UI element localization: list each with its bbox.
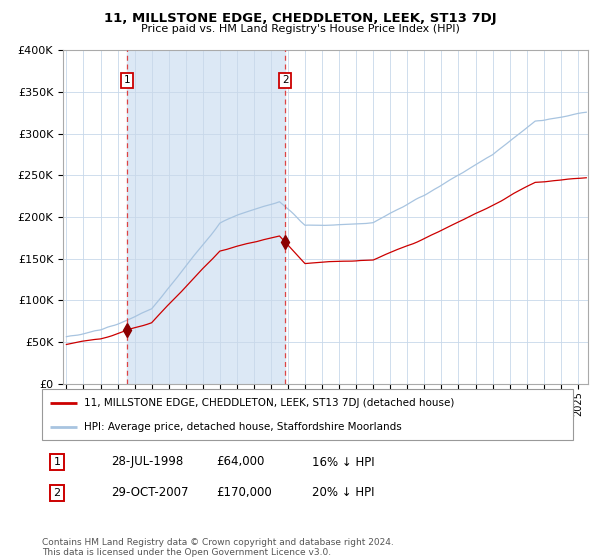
- Text: 16% ↓ HPI: 16% ↓ HPI: [312, 455, 374, 469]
- Bar: [127, 50, 285, 384]
- Text: 2: 2: [282, 76, 289, 85]
- Text: 28-JUL-1998: 28-JUL-1998: [111, 455, 183, 469]
- Text: Price paid vs. HM Land Registry's House Price Index (HPI): Price paid vs. HM Land Registry's House …: [140, 24, 460, 34]
- Text: 1: 1: [53, 457, 61, 467]
- Text: 1: 1: [124, 76, 131, 85]
- Text: HPI: Average price, detached house, Staffordshire Moorlands: HPI: Average price, detached house, Staf…: [85, 422, 402, 432]
- Text: 29-OCT-2007: 29-OCT-2007: [111, 486, 188, 500]
- Text: 11, MILLSTONE EDGE, CHEDDLETON, LEEK, ST13 7DJ (detached house): 11, MILLSTONE EDGE, CHEDDLETON, LEEK, ST…: [85, 398, 455, 408]
- Text: £64,000: £64,000: [216, 455, 265, 469]
- Text: Contains HM Land Registry data © Crown copyright and database right 2024.
This d: Contains HM Land Registry data © Crown c…: [42, 538, 394, 557]
- Text: 2: 2: [53, 488, 61, 498]
- Text: 11, MILLSTONE EDGE, CHEDDLETON, LEEK, ST13 7DJ: 11, MILLSTONE EDGE, CHEDDLETON, LEEK, ST…: [104, 12, 496, 25]
- Text: £170,000: £170,000: [216, 486, 272, 500]
- Text: 20% ↓ HPI: 20% ↓ HPI: [312, 486, 374, 500]
- FancyBboxPatch shape: [42, 389, 573, 440]
